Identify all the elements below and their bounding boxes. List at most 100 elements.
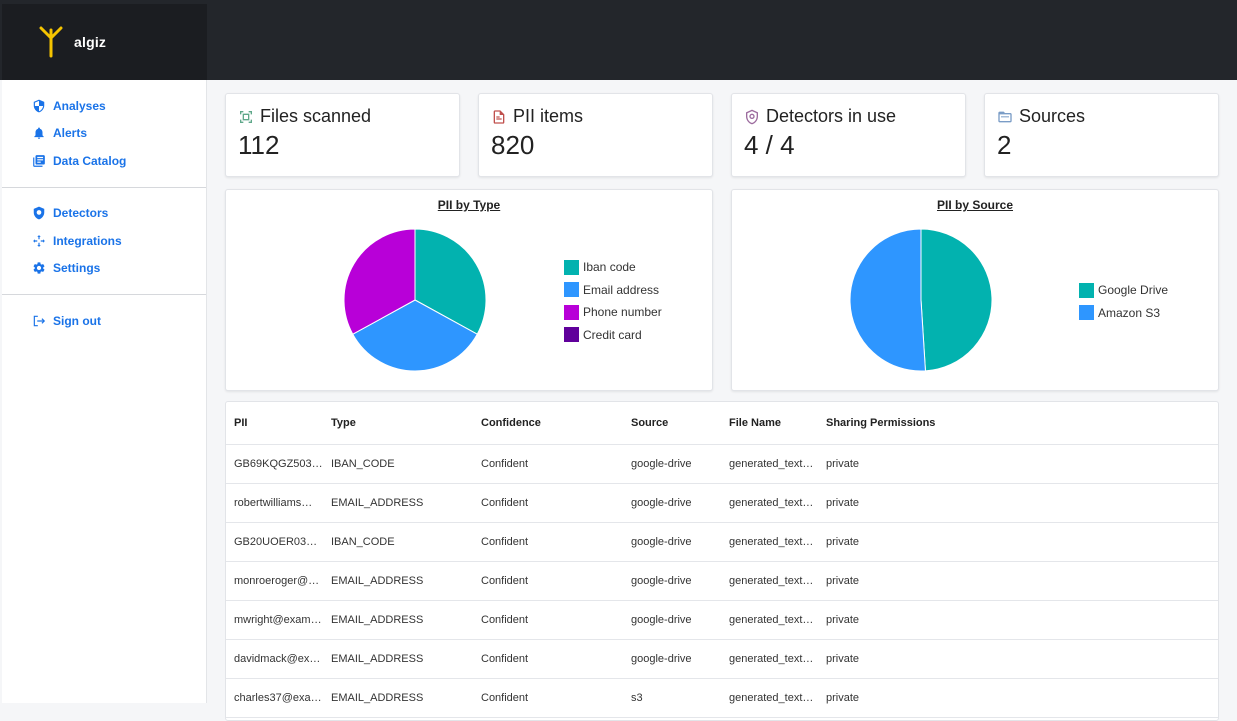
table-cell: Confident	[473, 522, 623, 562]
table-cell: generated_text…	[721, 522, 818, 562]
stat-card-sources: Sources 2	[984, 93, 1219, 177]
table-row[interactable]: charles37@exa… EMAIL_ADDRESS Confident s3 ge…	[226, 678, 1218, 718]
table-cell: private	[818, 639, 1218, 679]
table-cell: Confident	[473, 561, 623, 601]
table-cell: private	[818, 600, 1218, 640]
table-cell: google-drive	[623, 600, 721, 640]
pie-slice-iban-code[interactable]	[414, 228, 487, 335]
folder-icon	[998, 111, 1012, 122]
table-cell: davidmack@ex…	[226, 639, 323, 679]
table-cell: google-drive	[623, 444, 721, 484]
legend-item: Credit card	[564, 324, 662, 347]
sidebar-item-label: Data Catalog	[53, 153, 127, 168]
sidebar-item-label: Sign out	[53, 313, 101, 328]
detector-shield-icon	[746, 109, 758, 124]
stat-title: PII items	[513, 106, 584, 126]
sidebar-item-sign-out[interactable]: Sign out	[2, 307, 206, 335]
sidebar-item-alerts[interactable]: Alerts	[2, 120, 206, 148]
nav-group-account: Sign out	[2, 295, 206, 347]
table-cell: Confident	[473, 678, 623, 718]
nav-group-config: Detectors Integrations Settings	[2, 188, 206, 295]
main-content: Files scanned 112 PII items 820 Detector…	[207, 80, 1237, 721]
shield-icon	[33, 99, 45, 113]
table-header-row: PII Type Confidence Source File Name Sharing …	[226, 402, 1218, 445]
column-header[interactable]: PII	[226, 402, 323, 445]
legend-label: Iban code	[583, 260, 636, 275]
chart-card-pii-by-source: PII by Source Google Drive Amazon S3	[731, 189, 1219, 391]
column-header[interactable]: Type	[323, 402, 473, 445]
table-cell: EMAIL_ADDRESS	[323, 678, 473, 718]
table-cell: Confident	[473, 600, 623, 640]
legend-item: Google Drive	[1079, 279, 1168, 302]
table-cell: mwright@exam…	[226, 600, 323, 640]
table-cell: google-drive	[623, 639, 721, 679]
table-cell: GB69KQGZ503…	[226, 444, 323, 484]
sidebar-item-integrations[interactable]: Integrations	[2, 227, 206, 255]
legend-label: Phone number	[583, 305, 662, 320]
catalog-icon	[33, 154, 45, 167]
chart-card-pii-by-type: PII by Type Iban code Email address Phone …	[225, 189, 713, 391]
table-cell: generated_text…	[721, 561, 818, 601]
legend-swatch	[564, 327, 579, 343]
legend-label: Amazon S3	[1098, 305, 1161, 320]
sidebar-item-detectors[interactable]: Detectors	[2, 200, 206, 228]
sidebar-item-data-catalog[interactable]: Data Catalog	[2, 147, 206, 175]
logo-text: algiz	[74, 34, 107, 50]
table-row[interactable]: robertwilliams… EMAIL_ADDRESS Confident goo…	[226, 483, 1218, 523]
legend-swatch	[564, 259, 579, 275]
stat-value: 2	[997, 130, 1012, 160]
table-cell: generated_text…	[721, 444, 818, 484]
stat-title: Detectors in use	[766, 106, 897, 126]
detector-icon	[33, 206, 45, 220]
integrations-icon	[33, 234, 45, 247]
logo[interactable]: algiz	[2, 4, 207, 80]
column-header[interactable]: Confidence	[473, 402, 623, 445]
chart-legend: Google Drive Amazon S3	[1079, 279, 1168, 324]
sidebar-item-settings[interactable]: Settings	[2, 255, 206, 283]
legend-item: Amazon S3	[1079, 302, 1168, 325]
gear-icon	[33, 262, 45, 274]
sidebar-divider	[2, 186, 206, 188]
column-header[interactable]: Source	[623, 402, 721, 445]
table-cell: google-drive	[623, 483, 721, 523]
column-header[interactable]: File Name	[721, 402, 818, 445]
table-cell: private	[818, 483, 1218, 523]
sidebar-item-label: Alerts	[53, 126, 88, 141]
column-header[interactable]: Sharing Permissions	[818, 402, 1218, 445]
table-cell: generated_text…	[721, 600, 818, 640]
table-cell: private	[818, 522, 1218, 562]
table-row[interactable]: mwright@exam… EMAIL_ADDRESS Confident googl…	[226, 600, 1218, 640]
table-cell: generated_text…	[721, 639, 818, 679]
table-cell: charles37@exa…	[226, 678, 323, 718]
chart-legend: Iban code Email address Phone number Credit…	[564, 256, 662, 346]
table-cell: EMAIL_ADDRESS	[323, 600, 473, 640]
stat-value: 112	[238, 130, 280, 160]
pie-slice-phone-number[interactable]	[343, 228, 416, 335]
pie-slice-amazon-s3[interactable]	[849, 228, 926, 372]
pie-chart-pii-by-type	[343, 228, 487, 372]
pie-slice-google-drive[interactable]	[920, 228, 993, 372]
sidebar-item-label: Settings	[53, 261, 101, 276]
stat-value: 820	[491, 130, 535, 160]
table-row[interactable]: davidmack@ex… EMAIL_ADDRESS Confident googl…	[226, 639, 1218, 679]
table-cell: GB20UOER037…	[226, 522, 323, 562]
table-cell: IBAN_CODE	[323, 444, 473, 484]
legend-item: Phone number	[564, 301, 662, 324]
table-row[interactable]: monroeroger@… EMAIL_ADDRESS Confident googl…	[226, 561, 1218, 601]
pie-slice-email-address[interactable]	[352, 299, 478, 372]
sidebar-divider	[2, 294, 206, 295]
table-cell: generated_text…	[721, 483, 818, 523]
sidebar-item-analyses[interactable]: Analyses	[2, 92, 206, 120]
sidebar-item-label: Detectors	[53, 206, 109, 221]
table-cell: private	[818, 444, 1218, 484]
sidebar-item-label: Integrations	[53, 233, 122, 248]
table-row[interactable]: GB69KQGZ503… IBAN_CODE Confident google-dri…	[226, 444, 1218, 484]
sign-out-icon	[33, 315, 46, 326]
legend-item: Email address	[564, 279, 662, 302]
stat-title: Files scanned	[260, 106, 372, 126]
stat-value: 4 / 4	[744, 130, 795, 160]
table-row[interactable]: GB20UOER037… IBAN_CODE Confident google-dri…	[226, 522, 1218, 562]
legend-swatch	[564, 282, 579, 298]
table-cell: private	[818, 678, 1218, 718]
legend-swatch	[1079, 305, 1094, 321]
